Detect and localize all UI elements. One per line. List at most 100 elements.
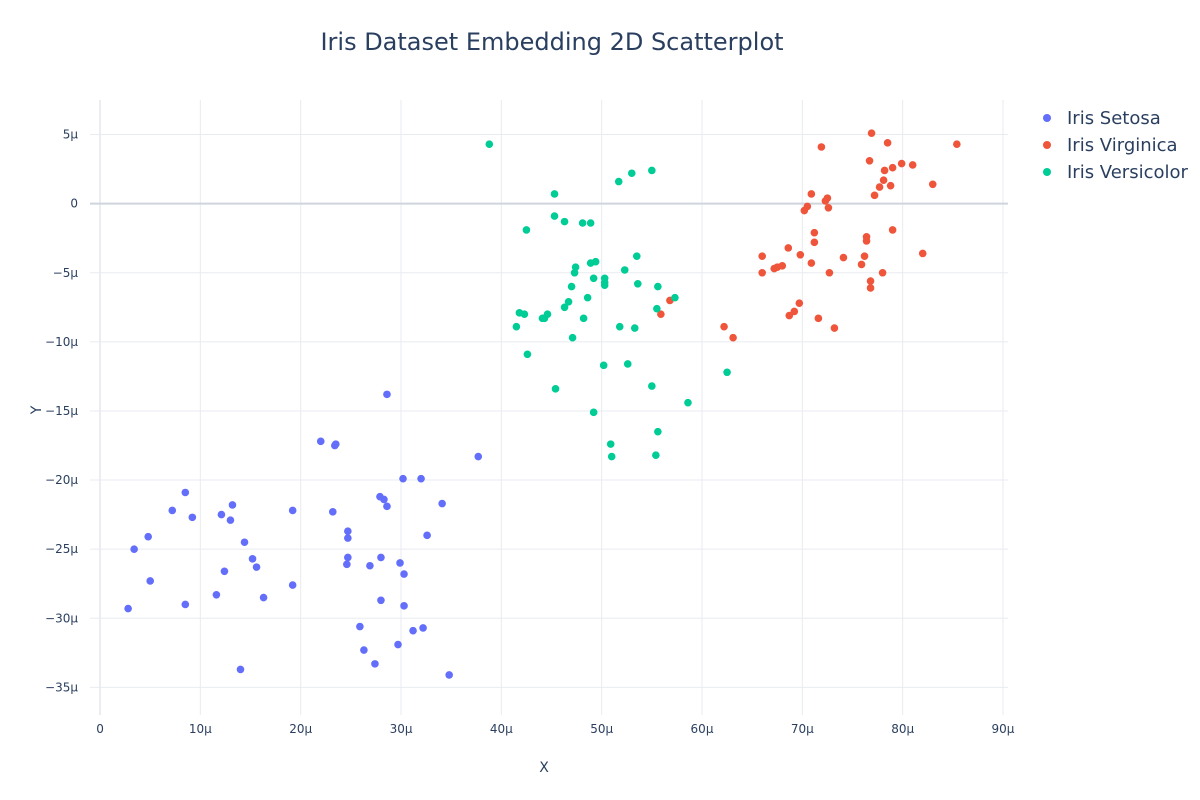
data-point[interactable] xyxy=(380,495,388,504)
data-point[interactable] xyxy=(795,299,804,307)
data-point[interactable] xyxy=(632,252,641,260)
data-point[interactable] xyxy=(344,527,352,535)
data-point[interactable] xyxy=(394,640,402,649)
data-point[interactable] xyxy=(803,202,812,211)
data-point[interactable] xyxy=(720,322,728,331)
data-point[interactable] xyxy=(758,268,766,277)
data-point[interactable] xyxy=(438,499,446,508)
data-point[interactable] xyxy=(399,474,407,483)
data-point[interactable] xyxy=(445,671,453,679)
data-point[interactable] xyxy=(520,310,529,319)
data-point[interactable] xyxy=(589,274,598,283)
data-point[interactable] xyxy=(654,282,662,291)
data-point[interactable] xyxy=(474,452,483,461)
data-point[interactable] xyxy=(560,303,569,312)
data-point[interactable] xyxy=(615,322,624,331)
data-point[interactable] xyxy=(623,360,632,368)
data-point[interactable] xyxy=(918,249,927,258)
data-point[interactable] xyxy=(830,324,839,332)
data-point[interactable] xyxy=(579,314,588,323)
data-point[interactable] xyxy=(344,553,352,562)
data-point[interactable] xyxy=(550,190,559,198)
data-point[interactable] xyxy=(252,563,261,571)
data-point[interactable] xyxy=(168,506,177,515)
data-point[interactable] xyxy=(591,257,600,266)
data-point[interactable] xyxy=(568,333,577,342)
data-point[interactable] xyxy=(866,284,875,292)
data-point[interactable] xyxy=(228,501,237,509)
data-point[interactable] xyxy=(839,253,848,262)
data-point[interactable] xyxy=(181,600,190,609)
data-point[interactable] xyxy=(543,310,552,319)
data-point[interactable] xyxy=(586,219,595,227)
data-point[interactable] xyxy=(888,163,897,172)
data-point[interactable] xyxy=(589,408,598,417)
data-point[interactable] xyxy=(758,252,766,260)
data-point[interactable] xyxy=(400,602,408,610)
data-point[interactable] xyxy=(807,259,816,267)
data-point[interactable] xyxy=(599,361,608,370)
data-point[interactable] xyxy=(236,665,245,674)
data-point[interactable] xyxy=(810,238,819,247)
data-point[interactable] xyxy=(867,129,876,137)
data-point[interactable] xyxy=(790,307,799,316)
data-point[interactable] xyxy=(130,545,138,553)
legend-item[interactable]: Iris Virginica xyxy=(1043,135,1178,156)
data-point[interactable] xyxy=(344,534,352,542)
data-point[interactable] xyxy=(343,560,351,569)
data-point[interactable] xyxy=(356,622,364,631)
data-point[interactable] xyxy=(485,140,494,149)
data-point[interactable] xyxy=(377,596,385,605)
data-point[interactable] xyxy=(259,593,268,602)
data-point[interactable] xyxy=(928,180,937,189)
data-point[interactable] xyxy=(897,159,906,168)
data-point[interactable] xyxy=(807,190,816,198)
data-point[interactable] xyxy=(607,452,616,461)
data-point[interactable] xyxy=(146,577,154,585)
data-point[interactable] xyxy=(653,304,661,313)
data-point[interactable] xyxy=(383,390,391,399)
data-point[interactable] xyxy=(908,161,917,169)
data-point[interactable] xyxy=(377,553,385,562)
data-point[interactable] xyxy=(627,169,636,178)
data-point[interactable] xyxy=(567,282,576,291)
data-point[interactable] xyxy=(784,244,793,252)
data-point[interactable] xyxy=(181,488,190,497)
data-point[interactable] xyxy=(778,262,787,270)
data-point[interactable] xyxy=(417,474,425,483)
data-point[interactable] xyxy=(953,140,961,149)
data-point[interactable] xyxy=(423,531,431,540)
data-point[interactable] xyxy=(212,590,221,599)
data-point[interactable] xyxy=(560,217,569,226)
data-point[interactable] xyxy=(729,333,737,342)
data-point[interactable] xyxy=(886,181,895,190)
data-point[interactable] xyxy=(860,252,869,260)
data-point[interactable] xyxy=(810,228,819,237)
data-point[interactable] xyxy=(875,183,884,191)
legend-item[interactable]: Iris Setosa xyxy=(1043,108,1161,129)
data-point[interactable] xyxy=(888,226,897,234)
data-point[interactable] xyxy=(124,604,132,613)
data-point[interactable] xyxy=(878,268,887,277)
data-point[interactable] xyxy=(684,398,692,407)
data-point[interactable] xyxy=(785,311,794,320)
data-point[interactable] xyxy=(817,143,826,151)
data-point[interactable] xyxy=(883,139,892,147)
data-point[interactable] xyxy=(316,437,325,446)
data-point[interactable] xyxy=(409,626,417,635)
data-point[interactable] xyxy=(332,440,340,448)
data-point[interactable] xyxy=(652,451,660,459)
data-point[interactable] xyxy=(824,203,833,212)
data-point[interactable] xyxy=(880,166,889,175)
data-point[interactable] xyxy=(288,581,297,589)
data-point[interactable] xyxy=(217,510,226,519)
data-point[interactable] xyxy=(564,297,573,306)
data-point[interactable] xyxy=(879,176,888,184)
data-point[interactable] xyxy=(583,293,592,302)
data-point[interactable] xyxy=(633,280,642,288)
data-point[interactable] xyxy=(366,561,374,570)
data-point[interactable] xyxy=(523,350,532,359)
data-point[interactable] xyxy=(865,157,874,165)
data-point[interactable] xyxy=(226,516,235,524)
data-point[interactable] xyxy=(383,502,391,511)
